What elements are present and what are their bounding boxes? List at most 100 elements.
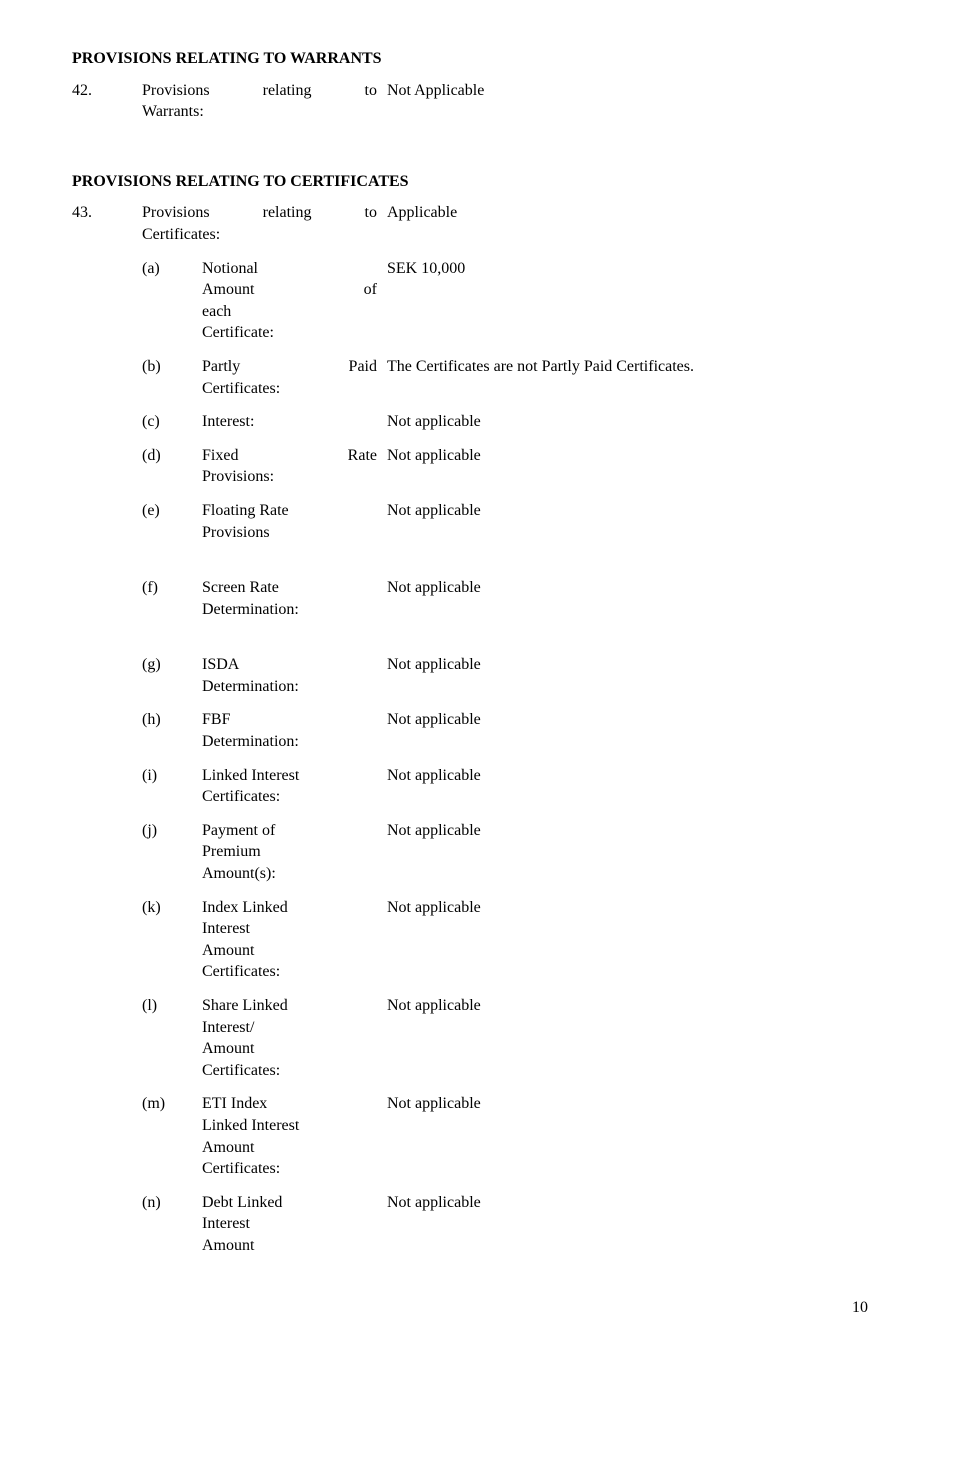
sub-d: (d) Fixed Rate Provisions: Not applicabl… [72,445,888,488]
sub-l: (l) Share Linked Interest/ Amount Certif… [72,995,888,1081]
sub-f-value: Not applicable [387,577,888,599]
sub-l-label: Share Linked Interest/ Amount Certificat… [202,995,387,1081]
sub-i-label: Linked Interest Certificates: [202,765,387,808]
sub-j-letter: (j) [142,820,202,842]
sub-j: (j) Payment of Premium Amount(s): Not ap… [72,820,888,885]
sub-d-letter: (d) [142,445,202,467]
sub-k-label-l2: Interest [202,920,250,937]
sub-d-label: Fixed Rate Provisions: [202,445,387,488]
sub-f-label-l1: Screen Rate [202,579,279,596]
sub-m-label-l3: Amount [202,1139,254,1156]
sub-j-label: Payment of Premium Amount(s): [202,820,387,885]
page-number: 10 [72,1297,888,1319]
item-42-num: 42. [72,80,142,102]
sub-g-label-l1: ISDA [202,656,239,673]
sub-l-label-l2: Interest/ [202,1019,254,1036]
sub-j-label-l1: Payment of [202,822,275,839]
sub-a-value: SEK 10,000 [387,258,888,280]
item-43: 43. Provisions relating to Certificates:… [72,202,888,245]
sub-j-label-l3: Amount(s): [202,865,276,882]
sub-k-value: Not applicable [387,897,888,919]
sub-d-label-l2: Provisions: [202,468,274,485]
sub-k-label-l1: Index Linked [202,899,288,916]
sub-m-label: ETI Index Linked Interest Amount Certifi… [202,1093,387,1179]
sub-a-label: Notional Amount of each Certificate: [202,258,387,344]
sub-n-label-l2: Interest [202,1215,250,1232]
sub-l-letter: (l) [142,995,202,1017]
sub-n-value: Not applicable [387,1192,888,1214]
sub-l-value: Not applicable [387,995,888,1017]
sub-k-letter: (k) [142,897,202,919]
item-43-label: Provisions relating to Certificates: [142,202,387,245]
sub-i-value: Not applicable [387,765,888,787]
sub-b-letter: (b) [142,356,202,378]
sub-m: (m) ETI Index Linked Interest Amount Cer… [72,1093,888,1179]
sub-i-label-l2: Certificates: [202,788,280,805]
item-42-label-line1: Provisions relating to [142,82,377,99]
sub-a-label-l1: Notional [202,260,258,277]
sub-m-label-l1: ETI Index [202,1095,267,1112]
sub-n-letter: (n) [142,1192,202,1214]
sub-a-letter: (a) [142,258,202,280]
sub-h-label-l2: Determination: [202,733,299,750]
sub-m-value: Not applicable [387,1093,888,1115]
sub-b-label-l1: Partly Paid [202,356,377,378]
sub-k: (k) Index Linked Interest Amount Certifi… [72,897,888,983]
sub-a-label-l3: each [202,303,231,320]
sub-f-label-l2: Determination: [202,601,299,618]
sub-c-letter: (c) [142,411,202,433]
sub-i-letter: (i) [142,765,202,787]
sub-c-value: Not applicable [387,411,888,433]
sub-m-letter: (m) [142,1093,202,1115]
sub-e-letter: (e) [142,500,202,522]
sub-b-label-l2: Certificates: [202,380,280,397]
sub-b: (b) Partly Paid Certificates: The Certif… [72,356,888,399]
sub-h: (h) FBF Determination: Not applicable [72,709,888,752]
item-43-value: Applicable [387,202,888,224]
sub-l-label-l1: Share Linked [202,997,288,1014]
sub-f: (f) Screen Rate Determination: Not appli… [72,577,888,620]
item-43-label-line1: Provisions relating to [142,204,377,221]
sub-n: (n) Debt Linked Interest Amount Not appl… [72,1192,888,1257]
sub-e: (e) Floating Rate Provisions Not applica… [72,500,888,543]
sub-e-value: Not applicable [387,500,888,522]
item-42-label-line2: Warrants: [142,101,204,123]
sub-i: (i) Linked Interest Certificates: Not ap… [72,765,888,808]
sub-a: (a) Notional Amount of each Certificate:… [72,258,888,344]
sub-j-value: Not applicable [387,820,888,842]
sub-n-label-l3: Amount [202,1237,254,1254]
sub-e-label-l1: Floating Rate [202,502,289,519]
sub-g: (g) ISDA Determination: Not applicable [72,654,888,697]
sub-k-label-l3: Amount [202,942,254,959]
section-heading-warrants: PROVISIONS RELATING TO WARRANTS [72,48,888,70]
sub-n-label: Debt Linked Interest Amount [202,1192,387,1257]
sub-n-label-l1: Debt Linked [202,1194,282,1211]
sub-g-value: Not applicable [387,654,888,676]
sub-c-label: Interest: [202,411,387,433]
sub-e-label-l2: Provisions [202,524,270,541]
sub-e-label: Floating Rate Provisions [202,500,387,543]
item-43-label-line2: Certificates: [142,224,220,246]
sub-h-label-l1: FBF [202,711,230,728]
sub-g-label: ISDA Determination: [202,654,387,697]
sub-h-value: Not applicable [387,709,888,731]
sub-f-letter: (f) [142,577,202,599]
sub-g-label-l2: Determination: [202,678,299,695]
sub-c: (c) Interest: Not applicable [72,411,888,433]
sub-a-label-l4: Certificate: [202,324,274,341]
sub-l-label-l4: Certificates: [202,1062,280,1079]
item-42: 42. Provisions relating to Warrants: Not… [72,80,888,123]
item-42-value: Not Applicable [387,80,888,102]
sub-a-label-l2: Amount of [202,279,377,301]
sub-l-label-l3: Amount [202,1040,254,1057]
sub-g-letter: (g) [142,654,202,676]
sub-k-label: Index Linked Interest Amount Certificate… [202,897,387,983]
sub-b-label: Partly Paid Certificates: [202,356,387,399]
sub-i-label-l1: Linked Interest [202,767,299,784]
sub-f-label: Screen Rate Determination: [202,577,387,620]
sub-d-value: Not applicable [387,445,888,467]
sub-h-label: FBF Determination: [202,709,387,752]
item-43-num: 43. [72,202,142,224]
sub-m-label-l4: Certificates: [202,1160,280,1177]
sub-d-label-l1: Fixed Rate [202,445,377,467]
